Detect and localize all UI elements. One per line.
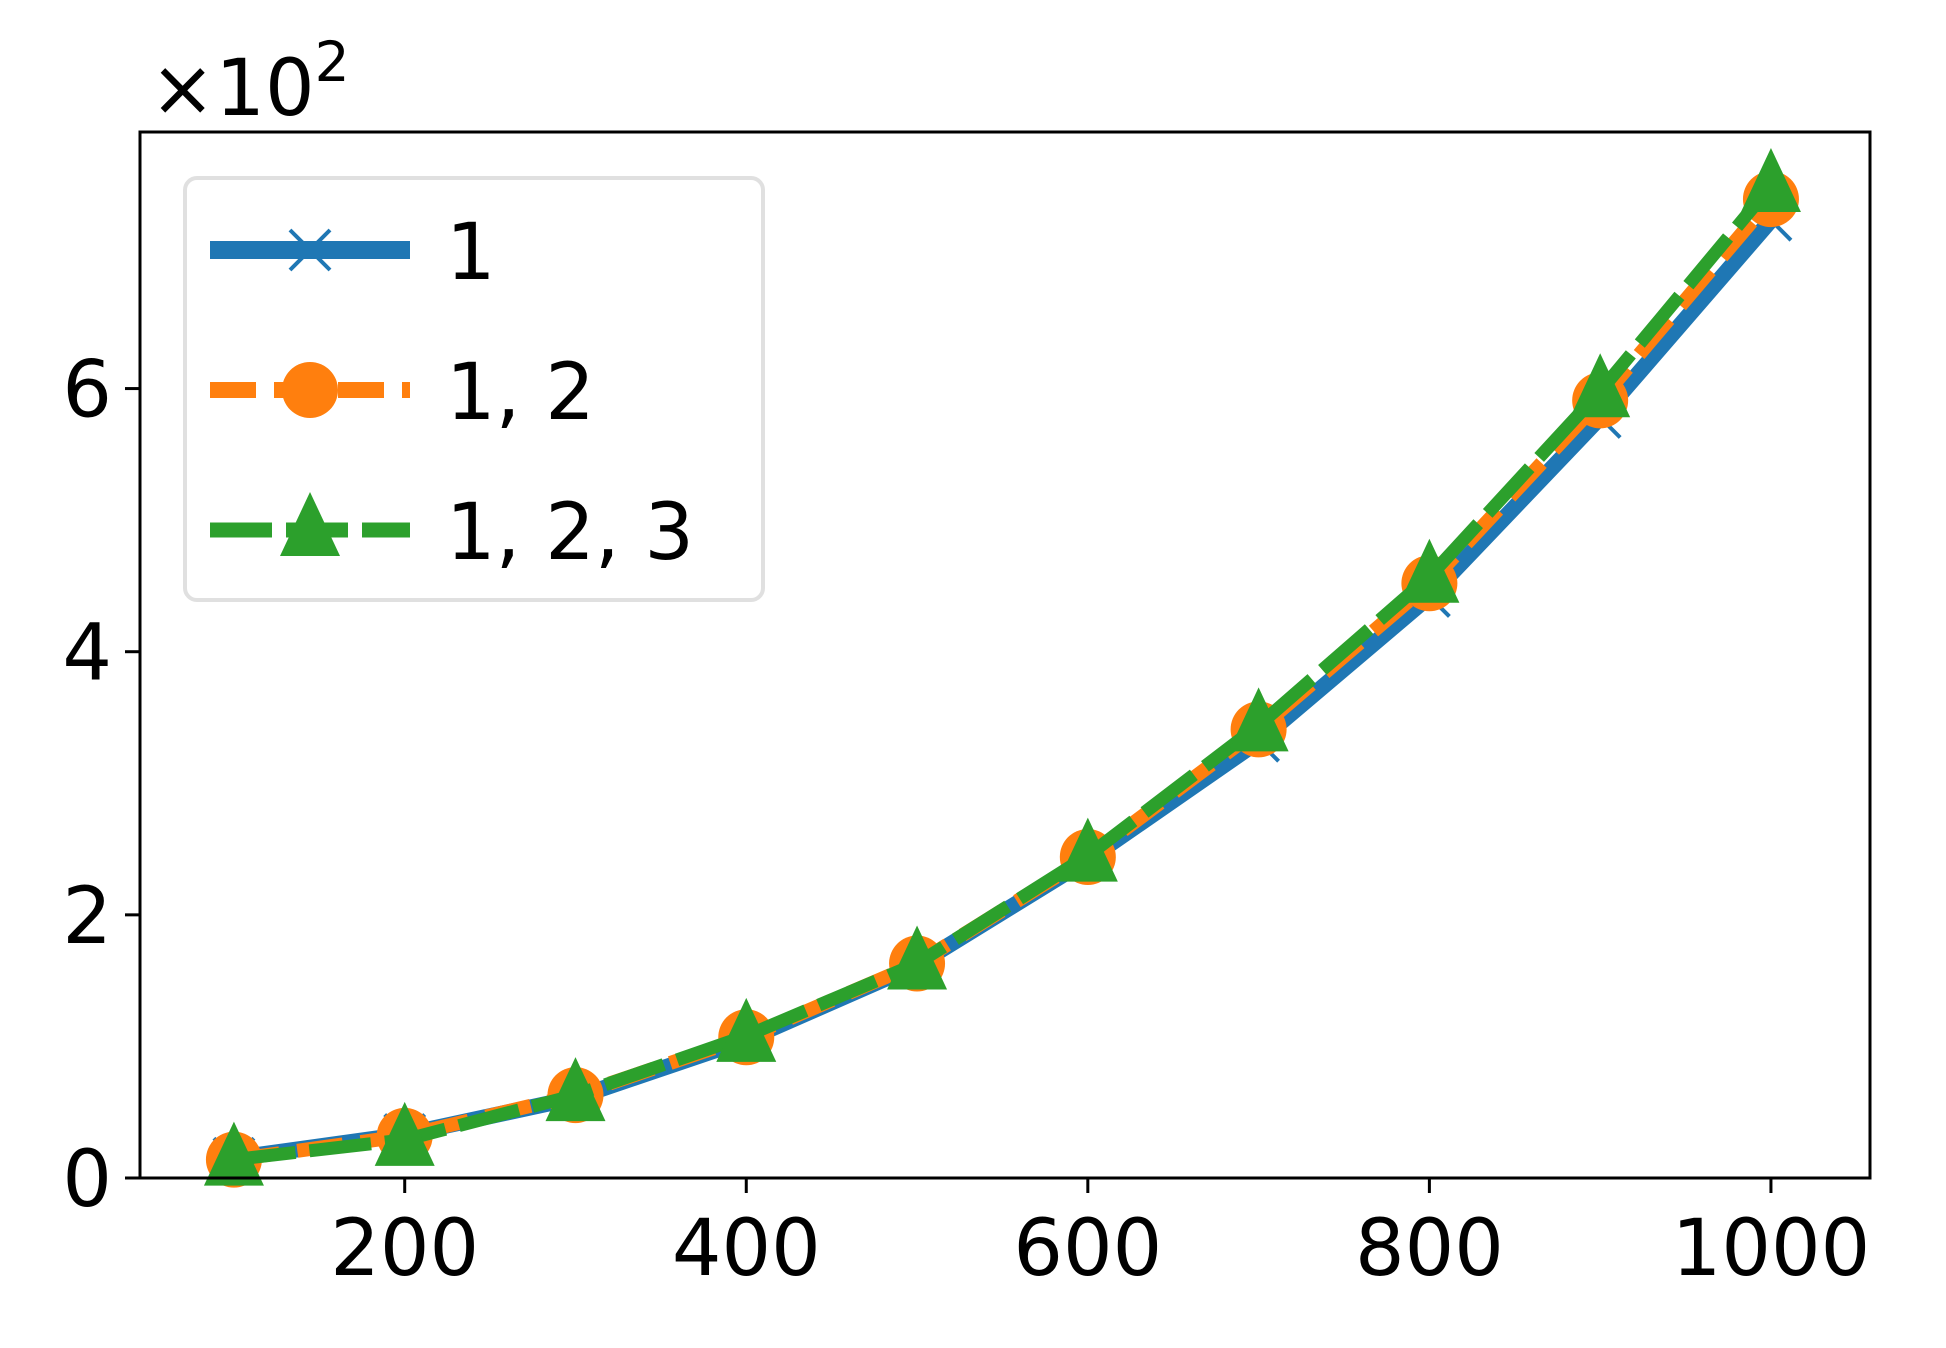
series-triangle	[203, 147, 1801, 1186]
legend-entry: 1, 2, 3	[210, 488, 694, 578]
data-point	[1228, 687, 1289, 752]
legend-entry: 1, 2	[210, 348, 595, 438]
y-tick-label: 2	[62, 872, 112, 962]
legend-marker	[288, 228, 332, 272]
y-scale-multiplier: ×102	[150, 30, 350, 134]
data-point	[1740, 147, 1801, 212]
plot-area	[203, 147, 1801, 1188]
data-point	[203, 1121, 264, 1186]
x-tick-label: 400	[672, 1204, 821, 1294]
data-point	[545, 1057, 606, 1122]
y-scale-prefix: ×10	[150, 44, 315, 134]
data-point	[374, 1101, 435, 1166]
y-axis: 0 2 4 6	[62, 346, 140, 1225]
legend-entry: 1	[210, 208, 496, 298]
y-scale-exponent: 2	[315, 30, 350, 94]
y-tick-label: 6	[62, 346, 112, 436]
data-point	[1399, 538, 1460, 603]
x-tick-label: 800	[1355, 1204, 1504, 1294]
legend-marker	[280, 492, 340, 556]
data-point	[1570, 353, 1631, 418]
data-point	[716, 997, 777, 1062]
y-tick-label: 0	[62, 1135, 112, 1225]
legend: 1 1, 2 1, 2, 3	[183, 176, 765, 602]
legend-label: 1, 2, 3	[446, 488, 694, 578]
data-point	[1057, 817, 1118, 882]
x-tick-label: 200	[330, 1204, 479, 1294]
y-tick-label: 4	[62, 609, 112, 699]
legend-marker	[282, 362, 338, 418]
series-line	[233, 181, 1776, 1167]
data-point	[887, 925, 948, 990]
legend-label: 1, 2	[446, 348, 595, 438]
axes-frame	[138, 130, 1872, 1180]
legend-box	[183, 176, 765, 602]
x-tick-label: 600	[1013, 1204, 1162, 1294]
x-tick-label: 1000	[1672, 1204, 1871, 1294]
legend-label: 1	[446, 208, 496, 298]
x-axis: 200 400 600 800 1000	[330, 1178, 1870, 1294]
svg-text:×102: ×102	[150, 30, 350, 134]
